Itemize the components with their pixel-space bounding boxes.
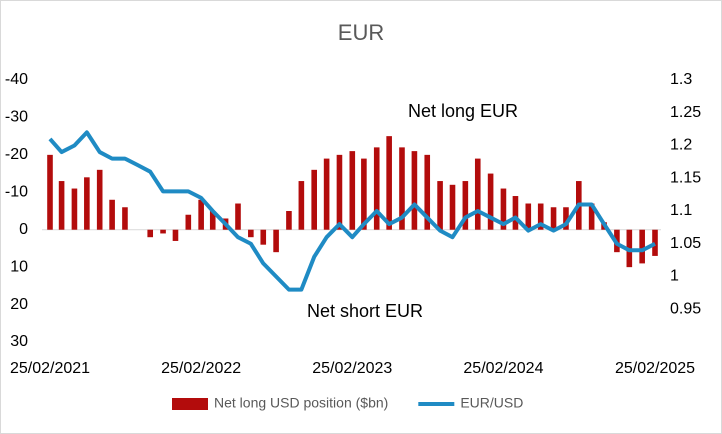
bar	[336, 154, 343, 230]
y2-tick-label: 1.25	[670, 104, 701, 121]
legend-label: Net long USD position ($bn)	[214, 395, 388, 411]
bar	[487, 173, 494, 230]
bar	[449, 184, 456, 230]
bar	[185, 214, 192, 230]
bar	[588, 203, 595, 230]
y-tick-label: -30	[5, 109, 28, 126]
bar	[286, 211, 292, 230]
bar	[349, 151, 356, 230]
x-tick-label: 25/02/2023	[312, 360, 392, 377]
bar	[361, 158, 367, 230]
chart-title: EUR	[338, 20, 384, 45]
bar	[298, 181, 305, 230]
y2-tick-label: 0.95	[670, 300, 701, 317]
x-tick-label: 25/02/2025	[615, 360, 695, 377]
y2-tick-label: 1	[670, 268, 679, 285]
y-tick-label: -20	[5, 146, 28, 163]
bar	[198, 199, 204, 230]
y2-tick-label: 1.3	[670, 71, 692, 88]
bar	[109, 199, 115, 230]
bar	[424, 154, 431, 230]
y-tick-label: 10	[10, 258, 28, 275]
bar	[563, 207, 569, 230]
bar	[323, 158, 330, 230]
y2-tick-label: 1.15	[670, 169, 701, 186]
bar	[500, 188, 507, 230]
bar	[311, 169, 317, 230]
bar	[437, 181, 443, 230]
bar	[411, 151, 418, 230]
y2-tick-label: 1.05	[670, 235, 701, 252]
y-tick-label: -10	[5, 184, 28, 201]
y2-tick-label: 1.2	[670, 137, 692, 154]
bar	[71, 188, 78, 230]
bar	[373, 147, 380, 230]
bar	[122, 207, 128, 230]
y-tick-label: 20	[10, 296, 28, 313]
bar	[462, 181, 469, 230]
bar	[260, 229, 267, 245]
bar	[273, 229, 279, 253]
bar	[147, 229, 154, 238]
x-tick-label: 25/02/2022	[161, 360, 241, 377]
bar	[235, 203, 241, 230]
bar	[537, 203, 544, 230]
line	[48, 130, 656, 292]
y-tick-label: 0	[19, 221, 28, 238]
legend-label: EUR/USD	[460, 395, 523, 411]
bar	[474, 158, 481, 230]
bar	[96, 169, 103, 230]
bar	[399, 147, 405, 230]
annotation: Net long EUR	[408, 101, 518, 121]
bar	[209, 211, 216, 230]
x-tick-label: 25/02/2021	[10, 360, 90, 377]
bar	[652, 229, 658, 256]
bar	[84, 177, 90, 230]
bar	[248, 229, 254, 238]
bar	[525, 203, 532, 230]
bar	[47, 154, 53, 230]
y-tick-label: 30	[10, 333, 28, 350]
bar	[172, 229, 179, 241]
legend-swatch	[172, 398, 208, 410]
bar	[58, 181, 65, 230]
bar	[550, 207, 557, 230]
bar	[160, 229, 166, 234]
bar	[386, 136, 392, 230]
x-tick-label: 25/02/2024	[463, 360, 543, 377]
y2-tick-label: 1.1	[670, 202, 692, 219]
y-tick-label: -40	[5, 71, 28, 88]
bar	[639, 229, 645, 264]
bar	[512, 196, 519, 230]
annotation: Net short EUR	[307, 301, 423, 321]
